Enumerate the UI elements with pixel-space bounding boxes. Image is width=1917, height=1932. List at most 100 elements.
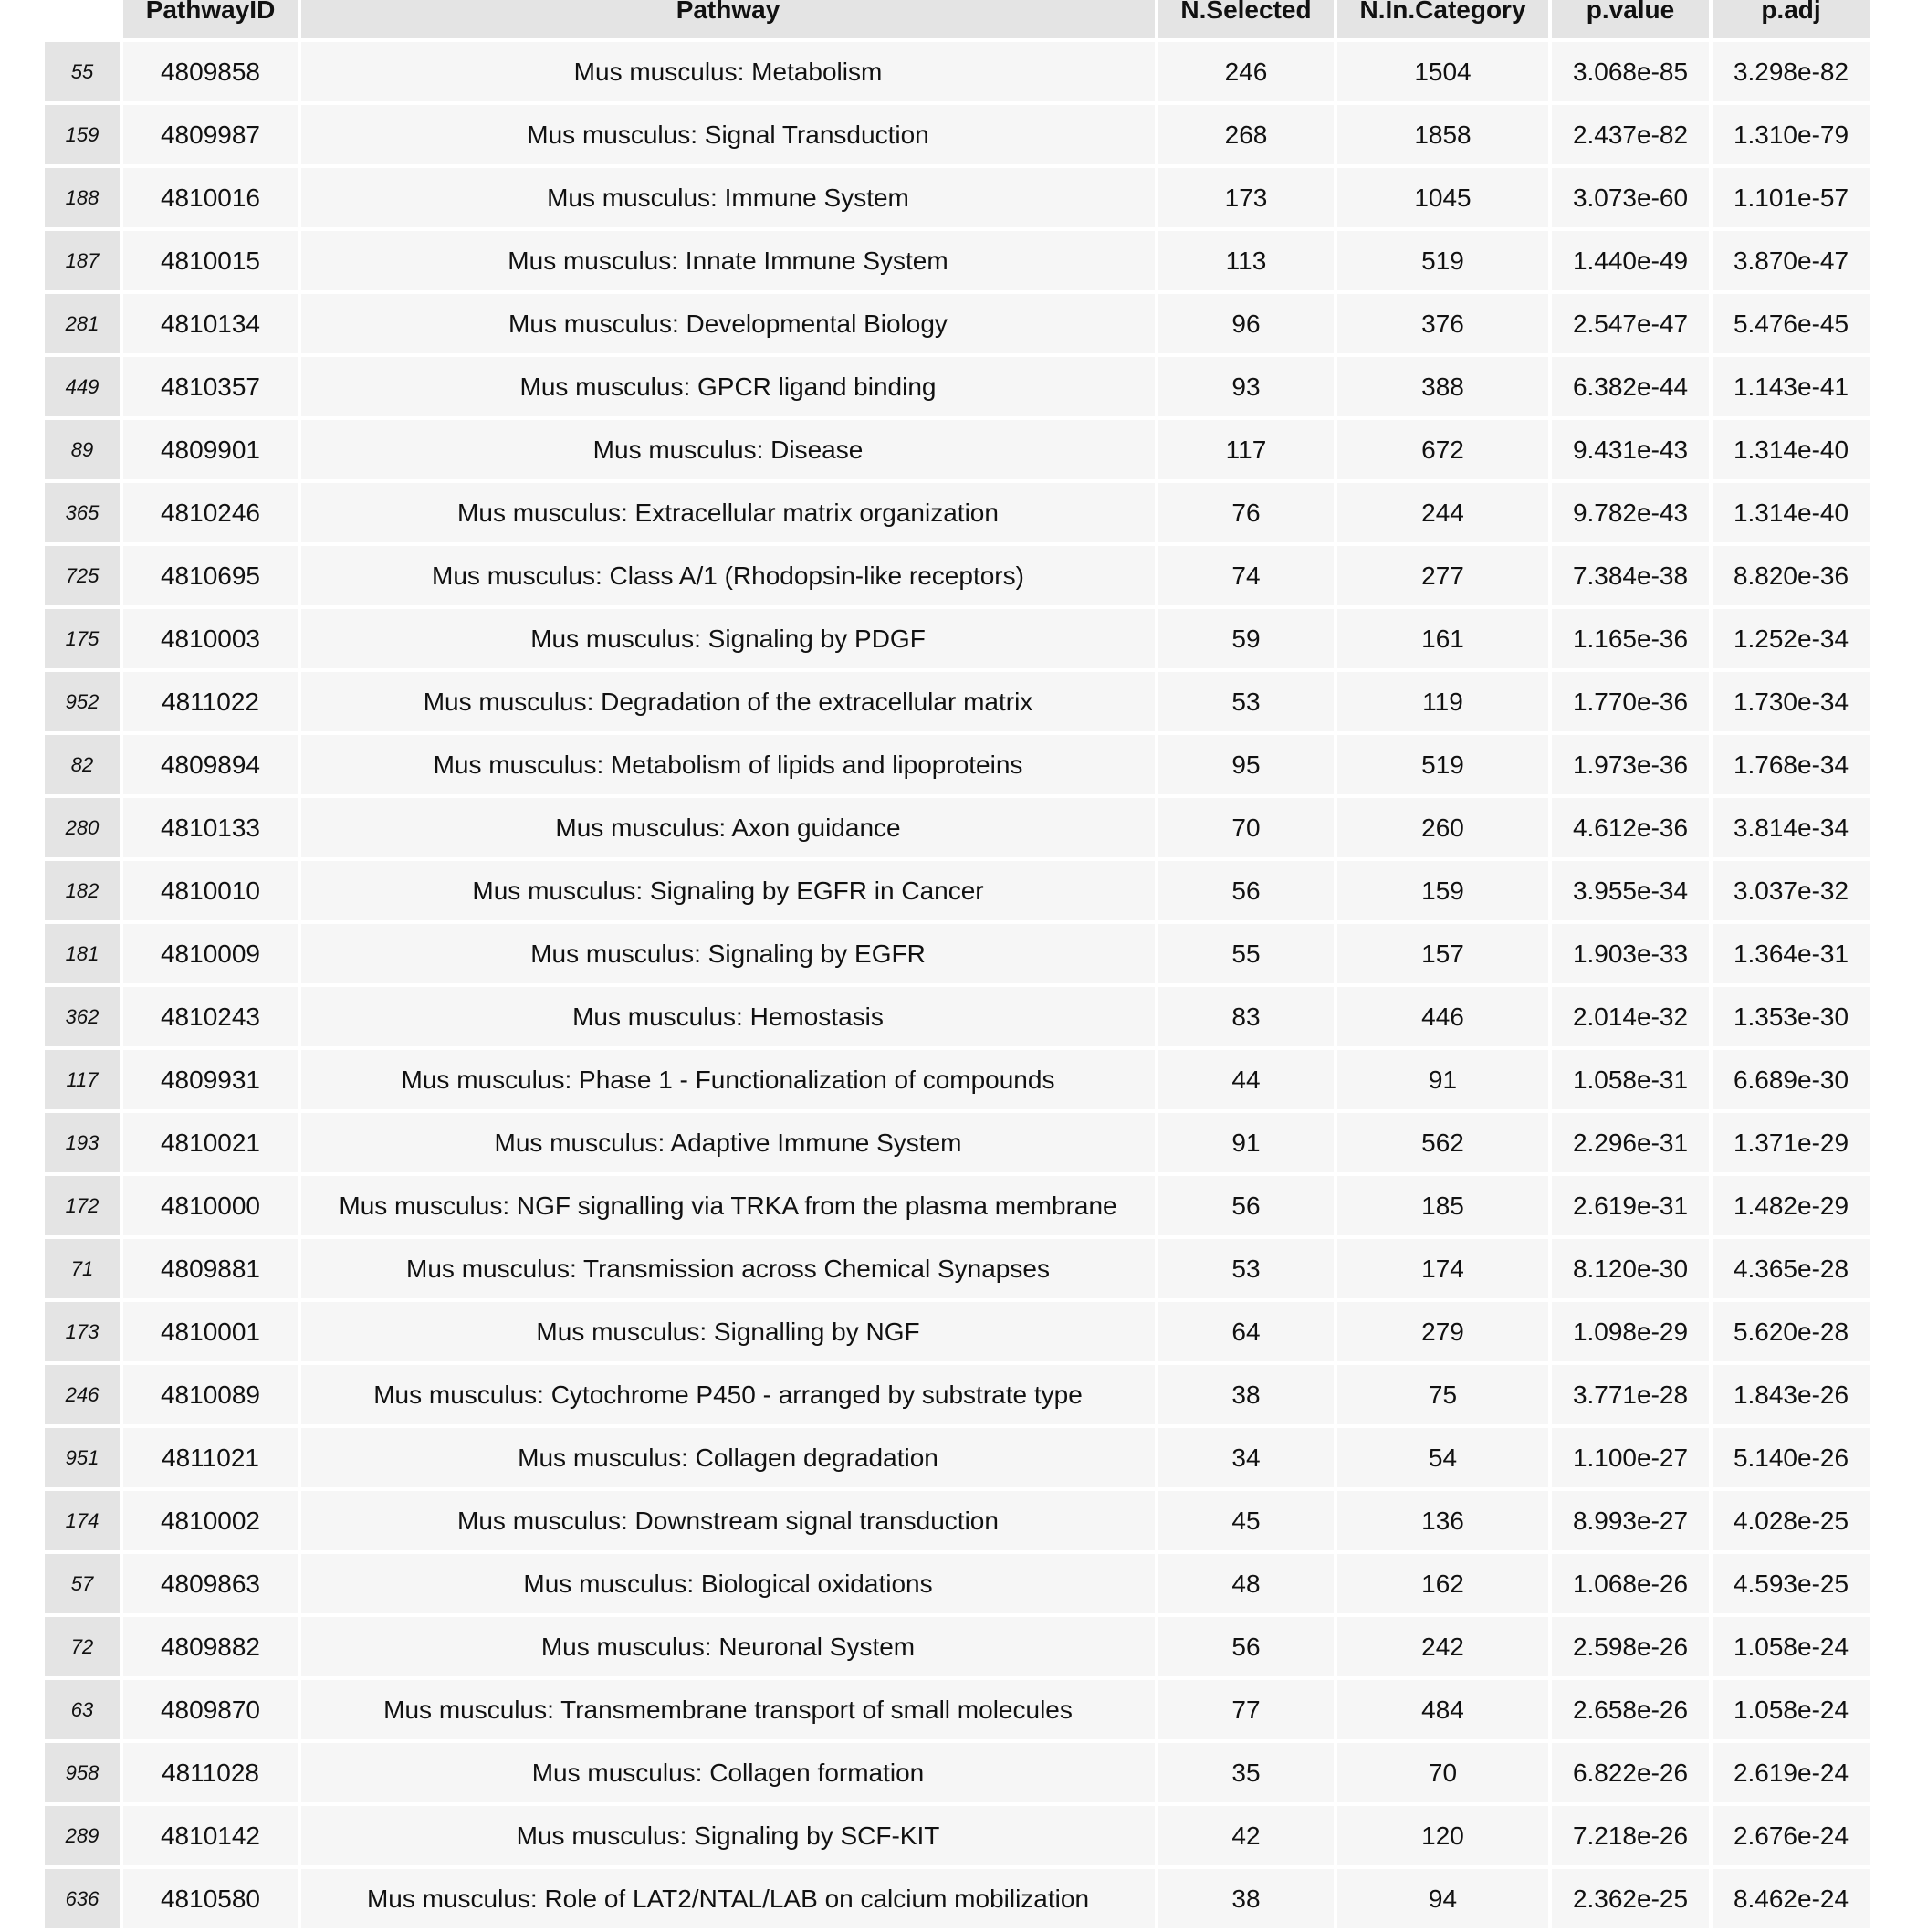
- table-row[interactable]: 55 4809858 Mus musculus: Metabolism 246 1504…: [45, 42, 1870, 101]
- p-adj-cell: 1.482e-29: [1713, 1176, 1870, 1235]
- table-row[interactable]: 175 4810003 Mus musculus: Signaling by PDG…: [45, 609, 1870, 668]
- pathway-name-cell: Mus musculus: Developmental Biology: [301, 294, 1155, 353]
- table-row[interactable]: 362 4810243 Mus musculus: Hemostasis 83 446 2…: [45, 987, 1870, 1046]
- n-selected-cell: 96: [1158, 294, 1334, 353]
- table-row[interactable]: 958 4811028 Mus musculus: Collagen formati…: [45, 1743, 1870, 1802]
- p-value-cell: 6.382e-44: [1552, 357, 1709, 416]
- header-p-value[interactable]: p.value: [1552, 0, 1709, 38]
- table-row[interactable]: 174 4810002 Mus musculus: Downstream signa…: [45, 1491, 1870, 1550]
- row-index-cell: 82: [45, 735, 120, 794]
- table-row[interactable]: 172 4810000 Mus musculus: NGF signalling v…: [45, 1176, 1870, 1235]
- table-row[interactable]: 71 4809881 Mus musculus: Transmission acro…: [45, 1239, 1870, 1298]
- n-in-category-cell: 70: [1337, 1743, 1548, 1802]
- header-n-in-category[interactable]: N.In.Category: [1337, 0, 1548, 38]
- n-in-category-cell: 1045: [1337, 168, 1548, 227]
- table-row[interactable]: 63 4809870 Mus musculus: Transmembrane tra…: [45, 1680, 1870, 1739]
- pathway-name-cell: Mus musculus: Innate Immune System: [301, 231, 1155, 290]
- table-row[interactable]: 187 4810015 Mus musculus: Innate Immune Sy…: [45, 231, 1870, 290]
- pathway-name-cell: Mus musculus: GPCR ligand binding: [301, 357, 1155, 416]
- header-n-selected[interactable]: N.Selected: [1158, 0, 1334, 38]
- table-row[interactable]: 82 4809894 Mus musculus: Metabolism of lip…: [45, 735, 1870, 794]
- pathway-id-cell: 4810142: [123, 1806, 298, 1865]
- row-index-cell: 289: [45, 1806, 120, 1865]
- pathway-id-cell: 4810580: [123, 1869, 298, 1928]
- n-in-category-cell: 519: [1337, 231, 1548, 290]
- p-adj-cell: 5.620e-28: [1713, 1302, 1870, 1361]
- row-index-cell: 951: [45, 1428, 120, 1487]
- n-in-category-cell: 244: [1337, 483, 1548, 542]
- table-row[interactable]: 188 4810016 Mus musculus: Immune System 173…: [45, 168, 1870, 227]
- table-row[interactable]: 173 4810001 Mus musculus: Signalling by NG…: [45, 1302, 1870, 1361]
- pathway-id-cell: 4810021: [123, 1113, 298, 1172]
- p-adj-cell: 1.364e-31: [1713, 924, 1870, 983]
- table-row[interactable]: 449 4810357 Mus musculus: GPCR ligand bind…: [45, 357, 1870, 416]
- header-pathway[interactable]: Pathway: [301, 0, 1155, 38]
- n-in-category-cell: 260: [1337, 798, 1548, 857]
- pathway-id-cell: 4809901: [123, 420, 298, 479]
- table-row[interactable]: 57 4809863 Mus musculus: Biological oxidat…: [45, 1554, 1870, 1613]
- p-value-cell: 2.437e-82: [1552, 105, 1709, 164]
- table-row[interactable]: 280 4810133 Mus musculus: Axon guidance 70 2…: [45, 798, 1870, 857]
- table-row[interactable]: 725 4810695 Mus musculus: Class A/1 (Rhodo…: [45, 546, 1870, 605]
- header-p-adj[interactable]: p.adj: [1713, 0, 1870, 38]
- row-index-cell: 63: [45, 1680, 120, 1739]
- pathway-id-cell: 4810089: [123, 1365, 298, 1424]
- table-row[interactable]: 289 4810142 Mus musculus: Signaling by SCF…: [45, 1806, 1870, 1865]
- table-row[interactable]: 246 4810089 Mus musculus: Cytochrome P450 …: [45, 1365, 1870, 1424]
- row-index-cell: 182: [45, 861, 120, 920]
- table-row[interactable]: 281 4810134 Mus musculus: Developmental Bi…: [45, 294, 1870, 353]
- pathway-name-cell: Mus musculus: Transmission across Chemic…: [301, 1239, 1155, 1298]
- p-adj-cell: 2.619e-24: [1713, 1743, 1870, 1802]
- table-row[interactable]: 181 4810009 Mus musculus: Signaling by EGF…: [45, 924, 1870, 983]
- n-selected-cell: 246: [1158, 42, 1334, 101]
- pathway-id-cell: 4811028: [123, 1743, 298, 1802]
- pathway-id-cell: 4811022: [123, 672, 298, 731]
- table-row[interactable]: 636 4810580 Mus musculus: Role of LAT2/NTA…: [45, 1869, 1870, 1928]
- n-selected-cell: 74: [1158, 546, 1334, 605]
- row-index-cell: 365: [45, 483, 120, 542]
- table-row[interactable]: 159 4809987 Mus musculus: Signal Transduct…: [45, 105, 1870, 164]
- pathway-id-cell: 4810243: [123, 987, 298, 1046]
- pathway-id-cell: 4810134: [123, 294, 298, 353]
- p-value-cell: 2.547e-47: [1552, 294, 1709, 353]
- table-row[interactable]: 193 4810021 Mus musculus: Adaptive Immune …: [45, 1113, 1870, 1172]
- n-in-category-cell: 75: [1337, 1365, 1548, 1424]
- table-row[interactable]: 72 4809882 Mus musculus: Neuronal System 56…: [45, 1617, 1870, 1676]
- p-value-cell: 1.770e-36: [1552, 672, 1709, 731]
- table-row[interactable]: 117 4809931 Mus musculus: Phase 1 - Functi…: [45, 1050, 1870, 1109]
- pathway-id-cell: 4809931: [123, 1050, 298, 1109]
- pathway-id-cell: 4810009: [123, 924, 298, 983]
- table-row[interactable]: 89 4809901 Mus musculus: Disease 117 672 9.43…: [45, 420, 1870, 479]
- n-selected-cell: 45: [1158, 1491, 1334, 1550]
- table-row[interactable]: 182 4810010 Mus musculus: Signaling by EGF…: [45, 861, 1870, 920]
- table-row[interactable]: 365 4810246 Mus musculus: Extracellular ma…: [45, 483, 1870, 542]
- pathway-id-cell: 4809894: [123, 735, 298, 794]
- p-adj-cell: 3.298e-82: [1713, 42, 1870, 101]
- p-adj-cell: 1.314e-40: [1713, 420, 1870, 479]
- n-selected-cell: 53: [1158, 1239, 1334, 1298]
- table-row[interactable]: 951 4811021 Mus musculus: Collagen degrada…: [45, 1428, 1870, 1487]
- pathway-name-cell: Mus musculus: Phase 1 - Functionalizatio…: [301, 1050, 1155, 1109]
- pathway-id-cell: 4809882: [123, 1617, 298, 1676]
- n-in-category-cell: 161: [1337, 609, 1548, 668]
- table-row[interactable]: 952 4811022 Mus musculus: Degradation of t…: [45, 672, 1870, 731]
- pathway-name-cell: Mus musculus: Disease: [301, 420, 1155, 479]
- pathway-id-cell: 4810133: [123, 798, 298, 857]
- n-in-category-cell: 277: [1337, 546, 1548, 605]
- p-adj-cell: 3.814e-34: [1713, 798, 1870, 857]
- header-pathway-id[interactable]: PathwayID: [123, 0, 298, 38]
- p-value-cell: 2.362e-25: [1552, 1869, 1709, 1928]
- n-in-category-cell: 185: [1337, 1176, 1548, 1235]
- p-adj-cell: 1.353e-30: [1713, 987, 1870, 1046]
- n-in-category-cell: 562: [1337, 1113, 1548, 1172]
- p-adj-cell: 4.365e-28: [1713, 1239, 1870, 1298]
- row-index-cell: 952: [45, 672, 120, 731]
- header-index: [45, 0, 120, 38]
- row-index-cell: 281: [45, 294, 120, 353]
- n-in-category-cell: 162: [1337, 1554, 1548, 1613]
- pathway-name-cell: Mus musculus: Extracellular matrix organ…: [301, 483, 1155, 542]
- pathway-id-cell: 4810002: [123, 1491, 298, 1550]
- p-value-cell: 3.068e-85: [1552, 42, 1709, 101]
- p-value-cell: 7.384e-38: [1552, 546, 1709, 605]
- pathway-name-cell: Mus musculus: Biological oxidations: [301, 1554, 1155, 1613]
